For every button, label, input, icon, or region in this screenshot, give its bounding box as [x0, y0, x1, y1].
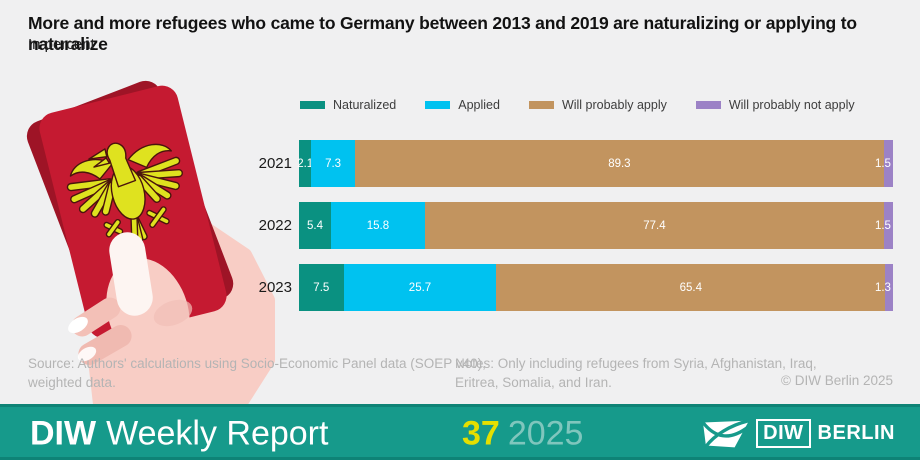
legend-item-4: Will probably not apply	[695, 98, 855, 112]
passport-illustration	[26, 80, 275, 404]
legend-item-3: Will probably apply	[528, 98, 667, 112]
page-title: More and more refugees who came to Germa…	[28, 13, 857, 54]
diw-berlin-logo: DIW BERLIN	[703, 418, 895, 449]
value-label: 5.4	[307, 219, 324, 232]
bar-row-2023: 2023 7.5 25.7 65.4 1.3	[248, 264, 893, 311]
segment-will-probably-not-apply: 1.5	[875, 140, 893, 187]
segment-will-probably-apply: 89.3	[354, 140, 885, 187]
notes-note: Notes: Only including refugees from Syri…	[455, 354, 817, 392]
segment-naturalized: 2.1	[297, 140, 314, 187]
page-subtitle: In percent	[28, 36, 95, 53]
segment-will-probably-apply: 77.4	[424, 202, 885, 249]
year-label: 2022	[258, 217, 292, 234]
value-label: 25.7	[408, 281, 432, 294]
stacked-bar: 2.1 7.3 89.3 1.5	[297, 140, 893, 187]
segment-will-probably-not-apply: 1.5	[875, 202, 893, 249]
bar-chart: 2021 2.1 7.3 89.3 1.5 2022 5.4 15.8 77.4 1.5 2023 7…	[248, 140, 893, 326]
chart-legend: Naturalized Applied Will probably apply Wil…	[300, 98, 855, 112]
german-eagle-icon	[66, 142, 184, 243]
hand-fingers	[68, 297, 132, 365]
legend-label: Applied	[458, 98, 500, 112]
legend-swatch	[528, 101, 554, 109]
footer-issue: 37 2025	[462, 414, 583, 453]
issue-number: 37	[462, 414, 500, 452]
legend-swatch	[300, 101, 325, 109]
value-label: 1.5	[874, 219, 891, 232]
thumb-shading	[153, 299, 193, 327]
legend-item-2: Applied	[425, 98, 500, 112]
source-line-1: Source: Authors' calculations using Soci…	[28, 356, 486, 371]
legend-label: Will probably apply	[561, 98, 667, 112]
footer-brand-diw: DIW	[30, 414, 97, 452]
source-note: Source: Authors' calculations using Soci…	[28, 354, 486, 392]
segment-naturalized: 5.4	[299, 202, 332, 249]
year-label: 2023	[258, 279, 292, 296]
legend-swatch	[425, 101, 451, 109]
value-label: 7.3	[325, 157, 342, 170]
legend-item-1: Naturalized	[300, 98, 396, 112]
legend-swatch	[695, 101, 721, 109]
value-label: 7.5	[313, 281, 330, 294]
segment-naturalized: 7.5	[299, 264, 344, 311]
diw-logo-glyph	[703, 418, 750, 448]
notes-line-2: Eritrea, Somalia, and Iran.	[455, 375, 612, 390]
thumb	[109, 232, 153, 316]
value-label: 1.5	[874, 157, 891, 170]
footer-banner: DIW Weekly Report 37 2025 DIW BERLIN	[0, 404, 920, 460]
footer-publication: Weekly Report	[106, 414, 329, 452]
source-line-2: weighted data.	[28, 375, 116, 390]
footer-brand: DIW Weekly Report	[30, 414, 328, 453]
segment-will-probably-apply: 65.4	[496, 264, 886, 311]
bar-row-2022: 2022 5.4 15.8 77.4 1.5	[248, 202, 893, 249]
legend-label: Naturalized	[333, 98, 397, 112]
value-label: 2.1	[297, 157, 314, 170]
bar-row-2021: 2021 2.1 7.3 89.3 1.5	[248, 140, 893, 187]
issue-year: 2025	[507, 414, 584, 452]
stacked-bar: 5.4 15.8 77.4 1.5	[299, 202, 893, 249]
copyright-note: © DIW Berlin 2025	[781, 373, 893, 388]
segment-will-probably-not-apply: 1.3	[875, 264, 893, 311]
segment-applied: 25.7	[343, 264, 497, 311]
notes-line-1: Notes: Only including refugees from Syri…	[455, 356, 817, 371]
value-label: 15.8	[366, 219, 390, 232]
legend-label: Will probably not apply	[728, 98, 855, 112]
logo-berlin-text: BERLIN	[817, 422, 895, 444]
value-label: 65.4	[679, 281, 703, 294]
segment-applied: 15.8	[331, 202, 425, 249]
value-label: 89.3	[608, 157, 631, 170]
year-label: 2021	[258, 155, 292, 172]
segment-applied: 7.3	[311, 140, 355, 187]
value-label: 1.3	[874, 281, 891, 294]
value-label: 77.4	[643, 219, 666, 232]
stacked-bar: 7.5 25.7 65.4 1.3	[299, 264, 893, 311]
logo-diw-box: DIW	[756, 419, 811, 448]
